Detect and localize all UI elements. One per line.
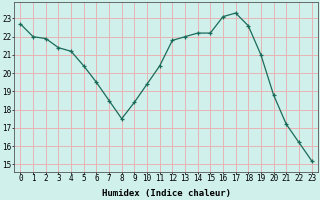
X-axis label: Humidex (Indice chaleur): Humidex (Indice chaleur) xyxy=(101,189,230,198)
